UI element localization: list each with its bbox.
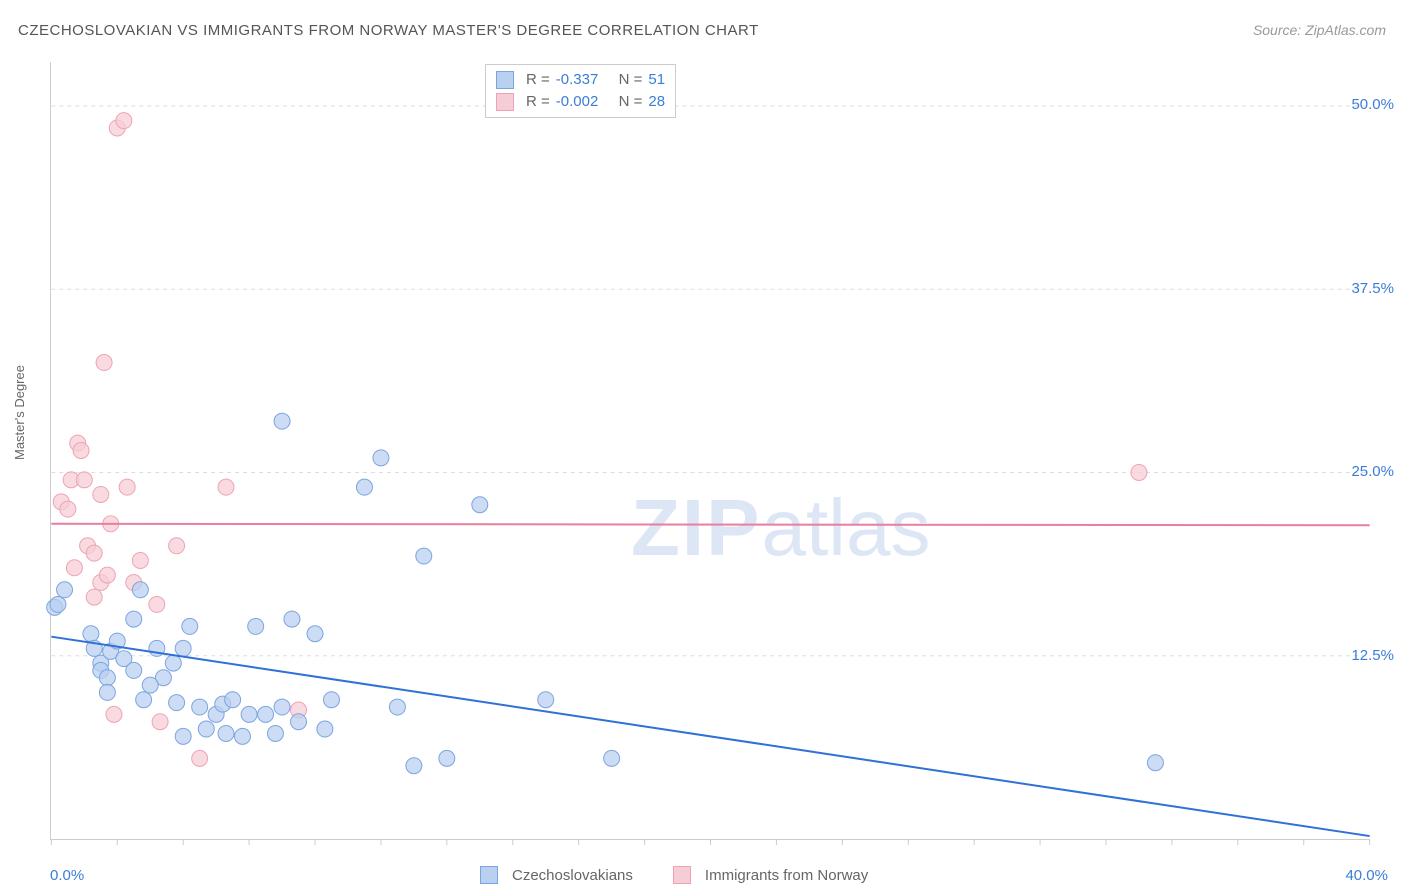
data-point xyxy=(152,714,168,730)
y-axis-label: Master's Degree xyxy=(12,365,27,460)
data-point xyxy=(73,443,89,459)
data-point xyxy=(284,611,300,627)
data-point xyxy=(218,725,234,741)
data-point xyxy=(225,692,241,708)
data-point xyxy=(389,699,405,715)
data-point xyxy=(182,618,198,634)
swatch-series1-bottom xyxy=(480,866,498,884)
r-value-series2: -0.002 xyxy=(556,91,599,113)
r-label: R = xyxy=(526,69,550,91)
n-label: N = xyxy=(619,91,643,113)
swatch-series2 xyxy=(496,93,514,111)
data-point xyxy=(317,721,333,737)
data-point xyxy=(60,501,76,517)
legend-item-series1: Czechoslovakians xyxy=(480,866,633,884)
stats-legend-box: R = -0.337 N = 51 R = -0.002 N = 28 xyxy=(485,64,676,118)
data-point xyxy=(218,479,234,495)
data-point xyxy=(241,706,257,722)
data-point xyxy=(175,728,191,744)
swatch-series2-bottom xyxy=(673,866,691,884)
data-point xyxy=(356,479,372,495)
data-point xyxy=(291,714,307,730)
r-value-series1: -0.337 xyxy=(556,69,599,91)
legend-label-series2: Immigrants from Norway xyxy=(705,867,868,884)
r-label: R = xyxy=(526,91,550,113)
data-point xyxy=(132,582,148,598)
n-label: N = xyxy=(619,69,643,91)
data-point xyxy=(175,640,191,656)
data-point xyxy=(267,725,283,741)
data-point xyxy=(192,750,208,766)
data-point xyxy=(93,486,109,502)
data-point xyxy=(1147,755,1163,771)
data-point xyxy=(116,113,132,129)
y-tick-label: 50.0% xyxy=(1351,96,1394,113)
data-point xyxy=(258,706,274,722)
stats-row-series1: R = -0.337 N = 51 xyxy=(496,69,665,91)
data-point xyxy=(248,618,264,634)
stats-row-series2: R = -0.002 N = 28 xyxy=(496,91,665,113)
data-point xyxy=(86,589,102,605)
data-point xyxy=(96,355,112,371)
data-point xyxy=(50,596,66,612)
data-point xyxy=(83,626,99,642)
data-point xyxy=(198,721,214,737)
data-point xyxy=(99,670,115,686)
data-point xyxy=(76,472,92,488)
y-tick-label: 25.0% xyxy=(1351,463,1394,480)
data-point xyxy=(192,699,208,715)
data-point xyxy=(373,450,389,466)
data-point xyxy=(126,662,142,678)
data-point xyxy=(406,758,422,774)
n-value-series1: 51 xyxy=(648,69,665,91)
y-tick-label: 12.5% xyxy=(1351,647,1394,664)
data-point xyxy=(99,684,115,700)
data-point xyxy=(106,706,122,722)
source-attribution: Source: ZipAtlas.com xyxy=(1253,22,1386,38)
data-point xyxy=(307,626,323,642)
n-value-series2: 28 xyxy=(648,91,665,113)
data-point xyxy=(119,479,135,495)
chart-title: CZECHOSLOVAKIAN VS IMMIGRANTS FROM NORWA… xyxy=(18,22,759,39)
data-point xyxy=(57,582,73,598)
data-point xyxy=(274,699,290,715)
data-point xyxy=(66,560,82,576)
bottom-legend: Czechoslovakians Immigrants from Norway xyxy=(480,866,868,884)
legend-item-series2: Immigrants from Norway xyxy=(673,866,868,884)
data-point xyxy=(604,750,620,766)
data-point xyxy=(165,655,181,671)
data-point xyxy=(416,548,432,564)
data-point xyxy=(99,567,115,583)
data-point xyxy=(136,692,152,708)
legend-label-series1: Czechoslovakians xyxy=(512,867,633,884)
data-point xyxy=(274,413,290,429)
data-point xyxy=(132,552,148,568)
data-point xyxy=(538,692,554,708)
data-point xyxy=(323,692,339,708)
plot-area: ZIPatlas xyxy=(50,62,1370,840)
data-point xyxy=(126,611,142,627)
x-tick-label-max: 40.0% xyxy=(1345,867,1388,884)
trend-line xyxy=(51,524,1369,525)
data-point xyxy=(86,545,102,561)
scatter-svg xyxy=(51,62,1370,839)
x-tick-label-min: 0.0% xyxy=(50,867,84,884)
data-point xyxy=(472,497,488,513)
data-point xyxy=(169,538,185,554)
data-point xyxy=(1131,465,1147,481)
data-point xyxy=(235,728,251,744)
data-point xyxy=(142,677,158,693)
data-point xyxy=(149,596,165,612)
y-tick-label: 37.5% xyxy=(1351,280,1394,297)
swatch-series1 xyxy=(496,71,514,89)
data-point xyxy=(439,750,455,766)
data-point xyxy=(169,695,185,711)
